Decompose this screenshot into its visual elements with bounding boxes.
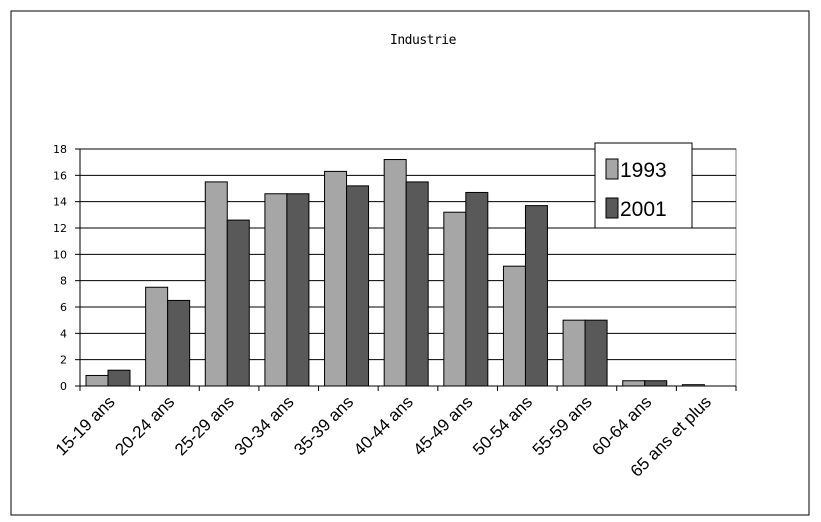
bar-1993-4 (324, 170, 348, 387)
legend-swatch-1993 (605, 158, 619, 180)
y-tick-label: 10 (53, 248, 67, 261)
y-tick-label: 6 (60, 301, 67, 314)
y-tick-label: 14 (53, 196, 67, 209)
legend-label-2001: 2001 (620, 198, 667, 221)
y-tick-label: 8 (60, 275, 67, 288)
bar-2001-5 (405, 181, 429, 387)
bar-1993-8 (562, 319, 586, 387)
bar-2001-8 (584, 319, 608, 387)
y-tick-label: 2 (60, 354, 67, 367)
bar-2001-0 (107, 369, 131, 387)
bar-1993-7 (502, 265, 526, 387)
bar-1993-1 (145, 286, 169, 387)
bar-1993-5 (383, 159, 407, 387)
axes (79, 149, 736, 387)
bar-2001-2 (226, 219, 250, 387)
y-tick-label: 4 (60, 327, 67, 340)
y-tick-label: 0 (60, 380, 67, 393)
y-tick-label: 18 (53, 143, 67, 156)
legend: 1993 2001 (594, 142, 693, 229)
bar-2001-4 (346, 185, 370, 387)
bar-2001-7 (524, 205, 548, 387)
legend-label-1993: 1993 (620, 159, 667, 182)
y-tick-label: 12 (53, 222, 67, 235)
bar-1993-6 (443, 211, 467, 387)
chart-title: Industrie (390, 33, 457, 48)
bar-2001-9 (644, 380, 668, 387)
legend-swatch-2001 (605, 197, 619, 219)
bar-2001-1 (167, 299, 191, 387)
bars (85, 159, 705, 387)
bar-2001-3 (286, 193, 310, 387)
bar-2001-6 (465, 191, 489, 387)
y-tick-label: 16 (53, 169, 67, 182)
bar-1993-0 (85, 374, 109, 387)
bar-1993-3 (264, 193, 288, 387)
bar-1993-2 (204, 181, 228, 387)
bar-1993-9 (622, 380, 646, 387)
y-axis-ticks: 0 2 4 6 8 10 12 14 16 18 (53, 143, 80, 393)
